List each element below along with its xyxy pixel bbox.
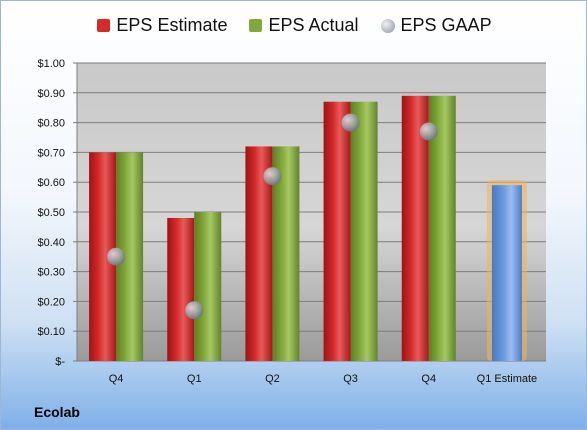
y-tick-label: $0.20: [37, 296, 65, 308]
y-tick-label: $0.30: [37, 267, 65, 279]
bar-eps-estimate: [323, 101, 351, 362]
x-tick-label: Q3: [343, 373, 358, 385]
legend-label-gaap: EPS GAAP: [400, 15, 492, 35]
y-tick-label: $0.70: [37, 147, 65, 159]
legend-item-gaap: EPS GAAP: [380, 15, 492, 36]
y-tick-label: $-: [55, 356, 65, 368]
point-eps-gaap: [185, 301, 204, 320]
x-tick-label: Q1: [187, 373, 202, 385]
point-eps-gaap: [341, 113, 360, 132]
bar-eps-actual: [428, 95, 456, 361]
x-tick-label: Q2: [265, 373, 280, 385]
y-tick-label: $0.50: [37, 207, 65, 219]
y-tick-label: $1.00: [37, 58, 65, 70]
legend-swatch-estimate: [97, 19, 111, 32]
legend: EPS Estimate EPS Actual EPS GAAP: [1, 15, 586, 36]
legend-swatch-actual: [249, 19, 263, 32]
x-tick-label: Q1 Estimate: [477, 373, 538, 385]
point-eps-gaap: [263, 167, 282, 186]
legend-label-estimate: EPS Estimate: [116, 15, 228, 35]
bar-eps-estimate: [401, 95, 429, 361]
legend-item-estimate: EPS Estimate: [97, 15, 227, 36]
legend-label-actual: EPS Actual: [268, 15, 359, 35]
bar-eps-actual: [194, 212, 222, 361]
y-tick-label: $0.90: [37, 88, 65, 100]
y-tick-label: $0.10: [37, 326, 65, 338]
x-tick-label: Q4: [421, 373, 436, 385]
y-tick-label: $0.60: [37, 177, 65, 189]
legend-item-actual: EPS Actual: [249, 15, 359, 36]
y-tick-label: $0.40: [37, 237, 65, 249]
x-tick-label: Q4: [109, 373, 124, 385]
y-tick-label: $0.80: [37, 118, 65, 130]
point-eps-gaap: [107, 247, 126, 266]
bar-eps-actual: [350, 101, 378, 362]
bar-eps-estimate: [167, 217, 195, 361]
legend-swatch-gaap: [380, 18, 395, 33]
point-eps-gaap: [419, 122, 438, 141]
bar-forecast-estimate: [491, 185, 522, 361]
company-name: Ecolab: [34, 404, 80, 420]
